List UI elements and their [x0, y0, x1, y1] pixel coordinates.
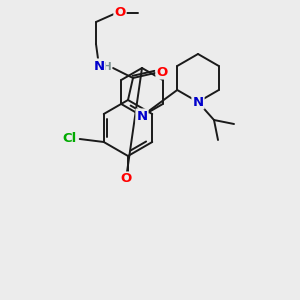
Text: Cl: Cl	[63, 133, 77, 146]
Text: O: O	[114, 7, 126, 20]
Text: O: O	[120, 172, 132, 185]
Text: H: H	[103, 62, 111, 72]
Text: N: N	[136, 110, 148, 122]
Text: O: O	[156, 65, 168, 79]
Text: N: N	[192, 95, 204, 109]
Text: N: N	[93, 59, 105, 73]
